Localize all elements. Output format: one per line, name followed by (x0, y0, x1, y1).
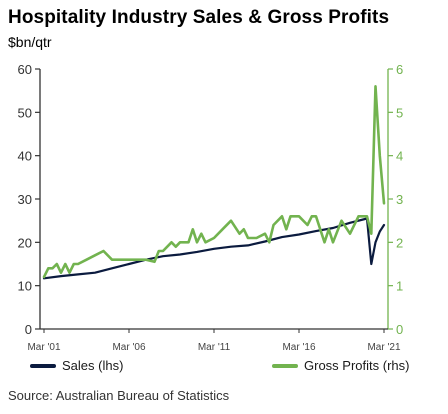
legend-label-sales: Sales (lhs) (62, 358, 124, 373)
chart-title: Hospitality Industry Sales & Gross Profi… (8, 7, 390, 28)
series-layer (42, 85, 386, 280)
left-tick-label: 10 (18, 279, 32, 294)
left-tick-label: 40 (18, 149, 32, 164)
x-tick-label: Mar '21 (367, 342, 400, 353)
right-tick-label: 1 (396, 279, 403, 294)
x-tick-label: Mar '06 (112, 342, 145, 353)
left-tick-label: 50 (18, 105, 32, 120)
x-tick-label: Mar '11 (198, 342, 231, 353)
x-tick-label: Mar '16 (282, 342, 315, 353)
axes: 0 10 20 30 40 50 60 0 1 2 3 4 5 6 Mar '01 Mar '06 Mar '1… (18, 62, 404, 353)
right-tick-label: 2 (396, 235, 403, 250)
sales-series-line (42, 217, 386, 280)
source-note: Source: Australian Bureau of Statistics (8, 388, 230, 403)
left-tick-label: 0 (25, 322, 32, 337)
left-tick-label: 60 (18, 62, 32, 77)
legend-label-profits: Gross Profits (rhs) (304, 358, 410, 373)
legend-item-sales: Sales (lhs) (30, 358, 123, 373)
legend-item-profits: Gross Profits (rhs) (272, 358, 409, 373)
legend-swatch-sales (30, 363, 56, 368)
gross-profits-series-line (42, 85, 386, 279)
left-tick-label: 20 (18, 235, 32, 250)
right-tick-label: 5 (396, 105, 403, 120)
right-tick-label: 3 (396, 192, 403, 207)
right-tick-label: 4 (396, 149, 403, 164)
left-tick-label: 30 (18, 192, 32, 207)
y-axis-unit-label: $bn/qtr (8, 34, 52, 50)
right-tick-label: 6 (396, 62, 403, 77)
legend-swatch-profits (272, 363, 298, 368)
x-tick-label: Mar '01 (27, 342, 60, 353)
right-tick-label: 0 (396, 322, 403, 337)
